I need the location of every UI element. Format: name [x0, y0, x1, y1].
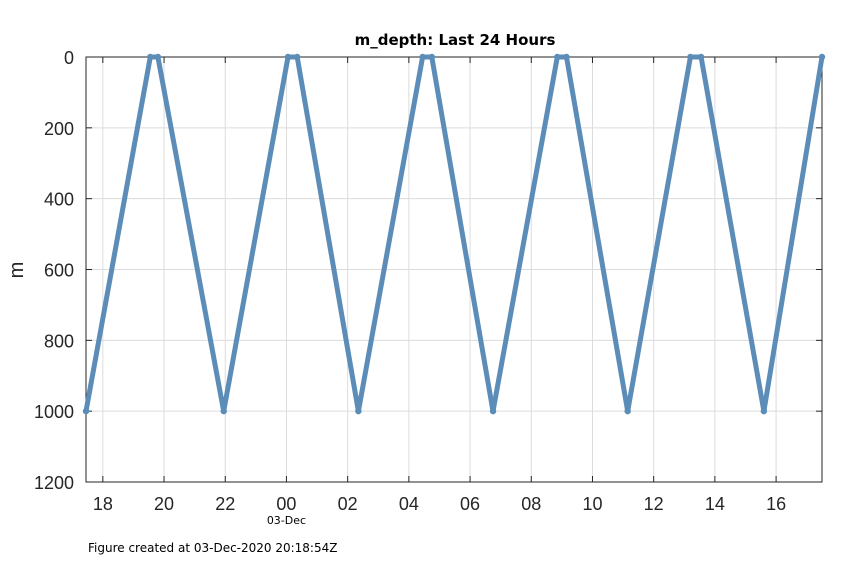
x-tick-label: 18 — [93, 494, 113, 514]
y-tick-label: 1200 — [34, 473, 74, 493]
depth-data-point — [154, 53, 162, 61]
x-tick-label: 16 — [766, 494, 786, 514]
figure-created-footer: Figure created at 03-Dec-2020 20:18:54Z — [88, 541, 337, 555]
x-tick-label: 02 — [338, 494, 358, 514]
depth-data-point — [624, 407, 631, 415]
y-tick-label: 200 — [44, 119, 74, 139]
depth-data-point — [220, 407, 227, 415]
y-tick-label: 0 — [64, 48, 74, 68]
x-axis-ticks: 18 20 22 00 02 04 06 08 10 12 14 16 — [93, 57, 786, 514]
depth-data-point — [489, 407, 497, 415]
depth-data-point — [355, 407, 362, 415]
date-label: 03-Dec — [267, 514, 306, 527]
depth-data-point — [293, 53, 301, 61]
x-tick-label: 06 — [460, 494, 480, 514]
x-tick-label: 20 — [154, 494, 174, 514]
x-tick-label: 12 — [644, 494, 664, 514]
x-tick-label: 22 — [215, 494, 235, 514]
depth-data-point — [428, 53, 436, 61]
chart-title: m_depth: Last 24 Hours — [355, 31, 556, 49]
depth-data-point — [687, 53, 694, 61]
depth-data-point — [554, 53, 561, 61]
depth-data-point — [82, 407, 90, 415]
y-tick-label: 400 — [44, 190, 74, 210]
depth-data-point — [284, 53, 292, 61]
depth-data-point — [563, 53, 570, 61]
y-axis-ticks: 0 200 400 600 800 1000 1200 — [34, 48, 822, 493]
x-tick-label: 04 — [399, 494, 419, 514]
y-axis-label: m — [6, 262, 28, 279]
series-layer — [82, 53, 826, 415]
x-tick-label: 10 — [582, 494, 602, 514]
y-tick-label: 1000 — [34, 402, 74, 422]
x-tick-label: 00 — [276, 494, 296, 514]
y-tick-label: 600 — [44, 261, 74, 281]
x-tick-label: 14 — [705, 494, 725, 514]
depth-data-point — [697, 53, 705, 61]
y-tick-label: 800 — [44, 331, 74, 351]
x-tick-label: 08 — [521, 494, 541, 514]
depth-data-point — [147, 53, 154, 61]
depth-data-point — [818, 53, 826, 61]
depth-data-point — [760, 407, 768, 415]
depth-data-point — [419, 53, 426, 61]
